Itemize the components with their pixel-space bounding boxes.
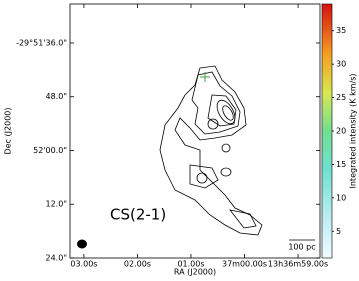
line-label: CS(2-1) — [110, 206, 166, 224]
colorbar-tick-label: 25 — [336, 93, 346, 102]
plot-frame — [69, 3, 321, 259]
colorbar-tick-label: 10 — [336, 193, 346, 202]
y-tick-label: 24.0" — [46, 254, 68, 263]
y-axis-label: Dec (J2000) — [4, 108, 13, 155]
colorbar-tick-label: 5 — [336, 227, 341, 236]
x-tick-label: 37m00.00s — [222, 260, 267, 269]
colorbar — [321, 3, 333, 259]
y-tick-label: -29°51'36.0" — [16, 38, 67, 47]
colorbar-label: Integrated intensity (K km/s) — [349, 74, 358, 189]
scale-label: 100 pc — [288, 243, 315, 252]
x-tick-label: 02.00s — [124, 260, 151, 269]
colorbar-tick-label: 30 — [336, 60, 346, 69]
x-tick-label: 03.00s — [70, 260, 97, 269]
emission-map — [159, 65, 263, 236]
colorbar-tick-label: 35 — [336, 26, 346, 35]
y-tick-label: 48.0" — [46, 92, 68, 101]
x-axis-label: RA (J2000) — [174, 268, 216, 277]
y-tick-label: 52'00.0" — [33, 146, 67, 155]
x-tick-label: 13h36m59.00s — [268, 260, 328, 269]
colorbar-tick-label: 15 — [336, 160, 346, 169]
y-tick-label: 12.0" — [46, 200, 68, 209]
colorbar-tick-label: 20 — [336, 127, 346, 136]
x-tick-label: 01.00s — [177, 260, 204, 269]
beam — [77, 239, 87, 249]
